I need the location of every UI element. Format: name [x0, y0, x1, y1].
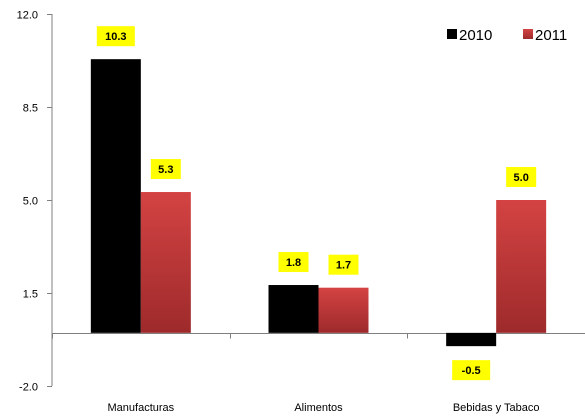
data-label-bg: [506, 167, 537, 187]
data-label-bg: [150, 159, 181, 180]
y-tick-label: 5.0: [23, 196, 38, 208]
data-label-2010-2: -0.5: [462, 365, 481, 377]
category-label: Alimentos: [294, 402, 343, 414]
y-tick-label: 1.5: [23, 289, 38, 301]
bar-2010-0: [90, 59, 141, 333]
legend-swatch-2011: [523, 29, 533, 39]
bar-2011-2: [496, 200, 547, 333]
category-label: Bebidas y Tabaco: [453, 402, 540, 414]
data-labels-group: 10.3 1.8 -0.5 5.3 1.7 5.0: [96, 26, 537, 381]
legend: 2010 2011: [447, 27, 567, 44]
data-label-2010-0: 10.3: [105, 31, 126, 43]
axes: -2.0 1.5 5.0 8.5 12.0 Manufacturas Alimentos Be…: [17, 10, 585, 414]
y-tick-label: 12.0: [17, 10, 38, 22]
y-tick-label: 8.5: [23, 103, 38, 115]
legend-swatch-2010: [447, 29, 457, 39]
data-label-bg: [452, 360, 491, 381]
bar-2011-1: [318, 287, 369, 333]
category-label: Manufacturas: [108, 402, 175, 414]
data-label-2011-2: 5.0: [514, 172, 529, 184]
data-label-bg: [96, 26, 135, 47]
legend-label-2011: 2011: [535, 27, 567, 44]
bar-2011-0: [140, 192, 191, 333]
data-label-bg: [278, 252, 309, 273]
y-tick-label: -2.0: [19, 382, 38, 394]
data-label-2010-1: 1.8: [286, 257, 301, 269]
bar-2010-2: [446, 332, 497, 347]
bars-group: [90, 59, 547, 347]
bar-2010-1: [268, 285, 319, 333]
data-label-2011-0: 5.3: [158, 164, 173, 176]
data-label-bg: [328, 254, 359, 275]
data-label-2011-1: 1.7: [336, 260, 351, 272]
legend-label-2010: 2010: [459, 27, 492, 44]
